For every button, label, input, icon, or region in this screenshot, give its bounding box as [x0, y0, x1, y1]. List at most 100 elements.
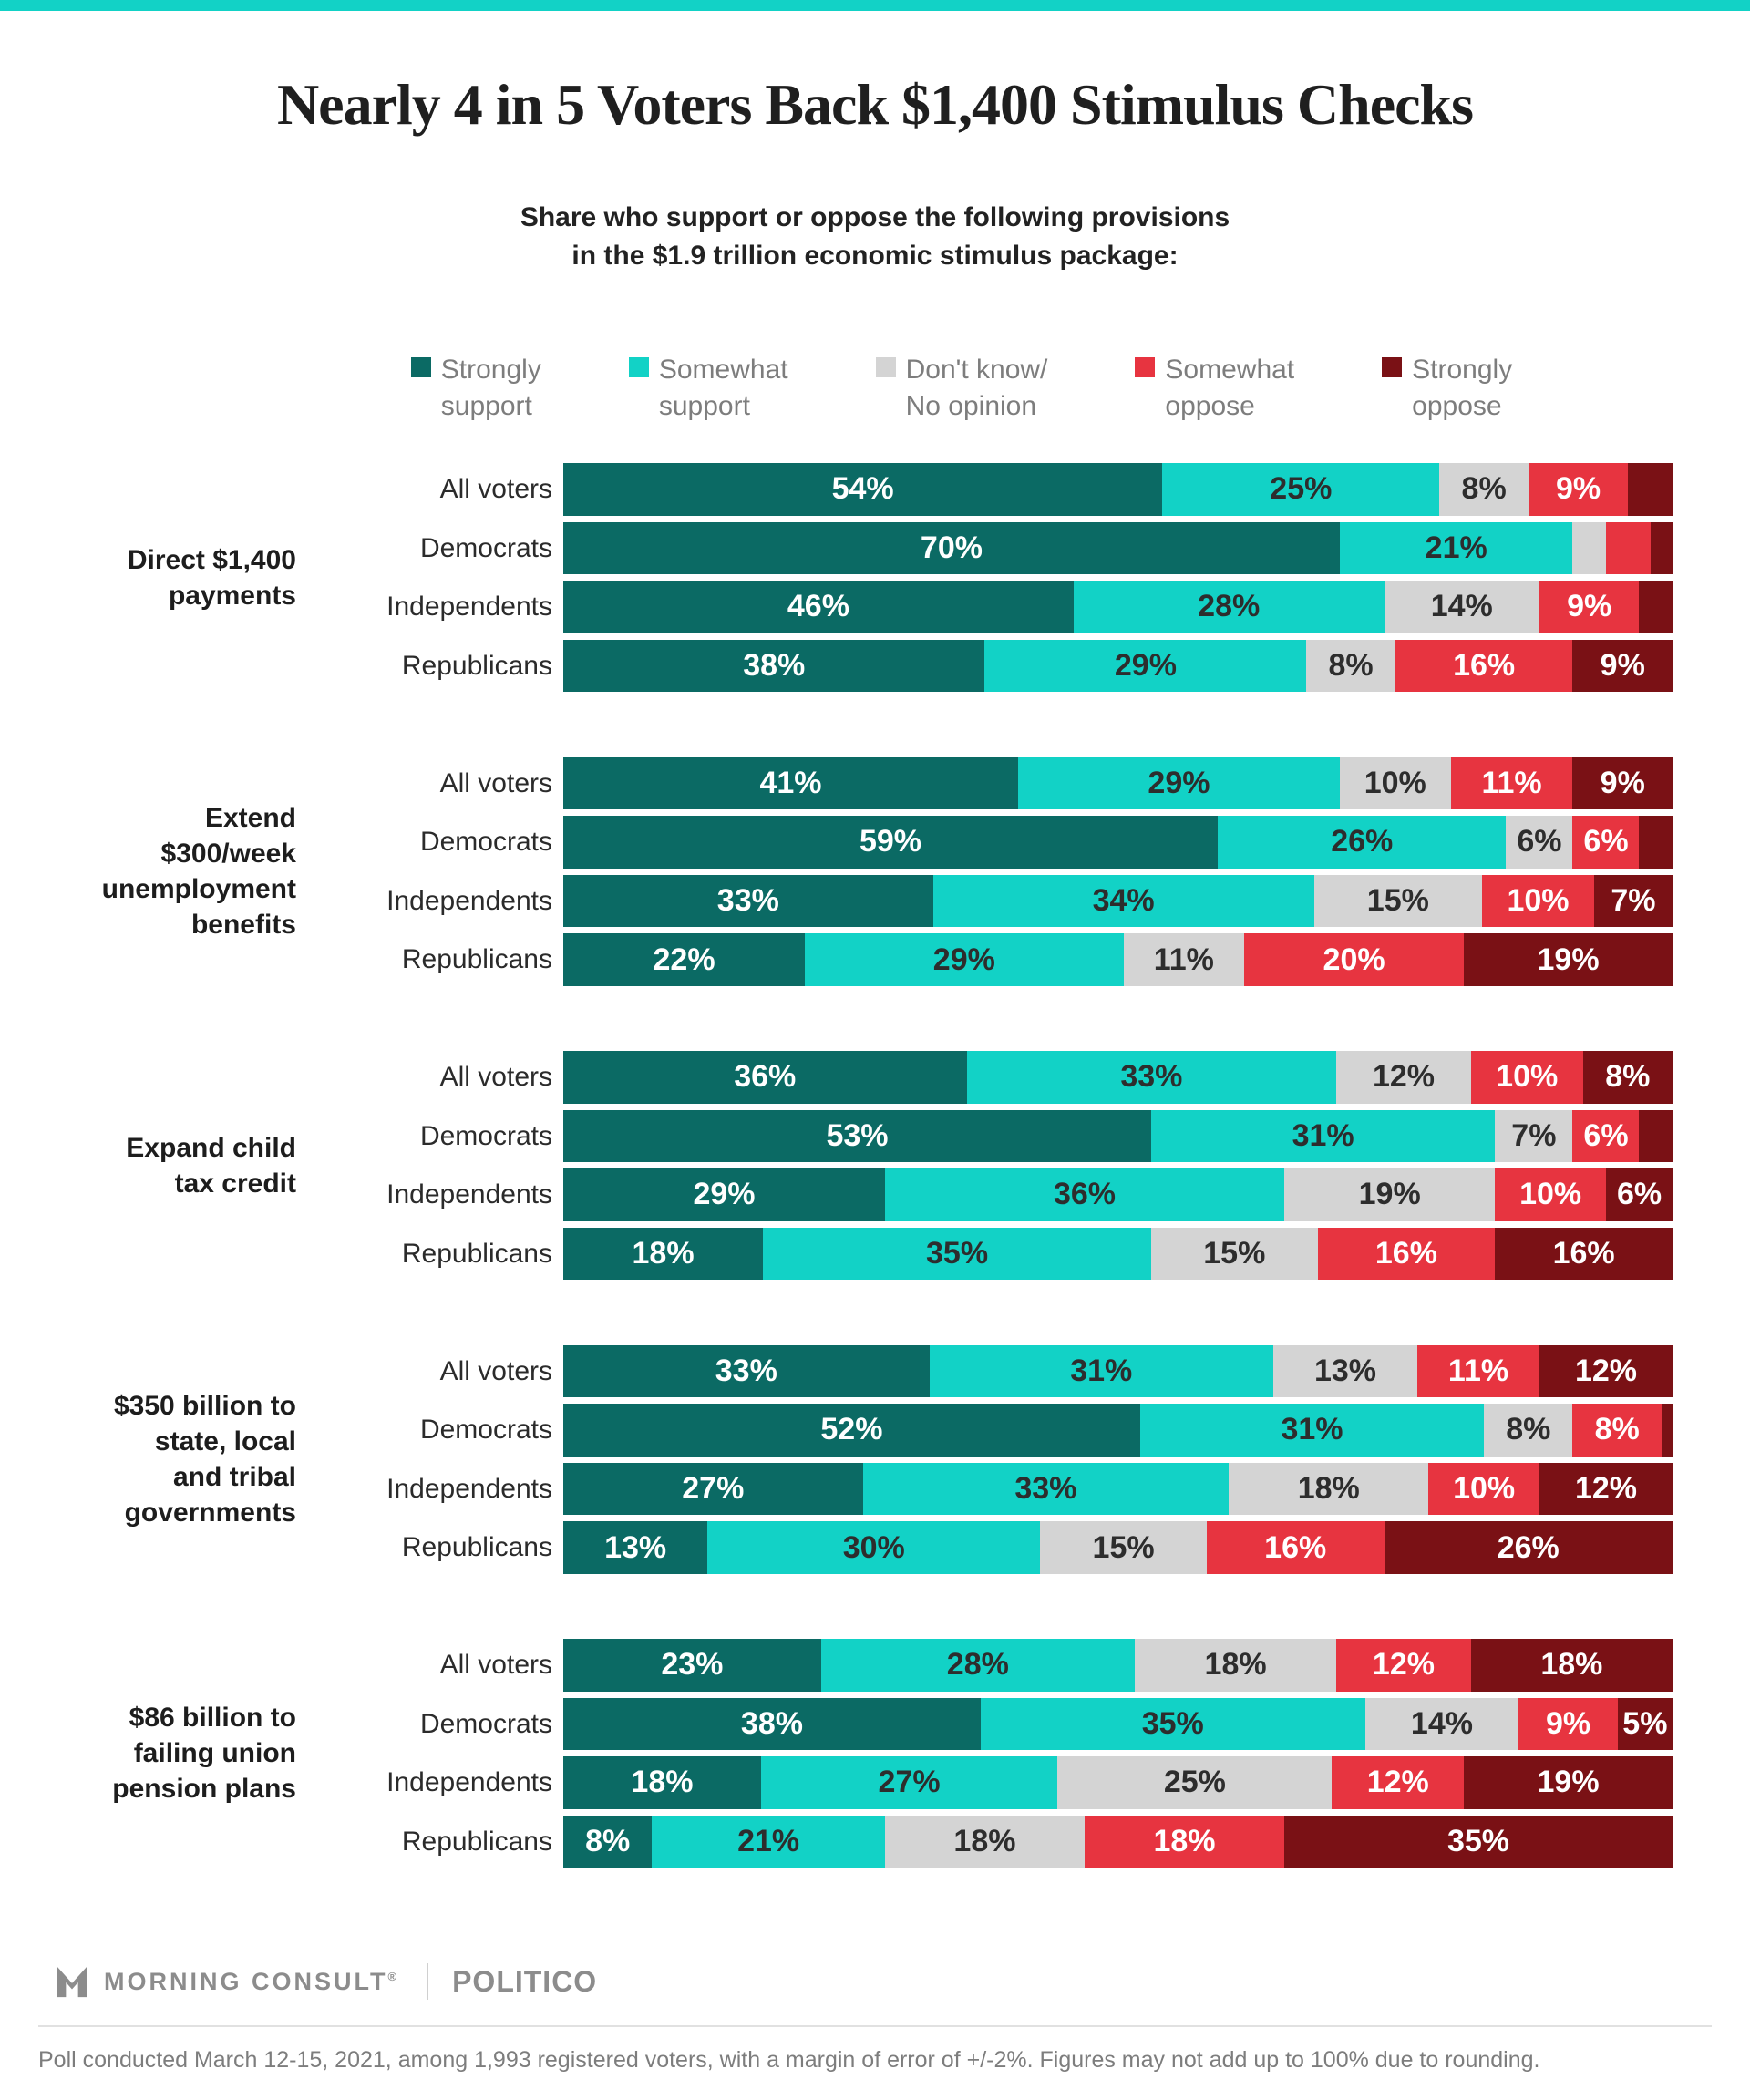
row-label-independents: Independents — [386, 592, 552, 623]
segment-value-label: 10% — [1507, 882, 1570, 918]
segment-value-label: 27% — [878, 1765, 941, 1800]
segment-value-label: 29% — [1148, 765, 1210, 800]
segment-value-label: 31% — [1070, 1353, 1133, 1388]
bar-segment-somewhat-support: 33% — [862, 1462, 1230, 1516]
bar-segment-don-t-know-no-opinion: 7% — [1495, 1109, 1573, 1163]
row-label-all-voters: All voters — [439, 474, 552, 504]
segment-value-label: 21% — [737, 1824, 800, 1859]
legend-swatch-icon — [1135, 357, 1156, 377]
segment-value-label: 19% — [1537, 942, 1600, 977]
segment-value-label: 6% — [1517, 824, 1562, 860]
bar-segment-don-t-know-no-opinion: 12% — [1336, 1051, 1471, 1104]
bar-segment-don-t-know-no-opinion: 25% — [1057, 1756, 1333, 1809]
bar-segment-somewhat-support: 27% — [760, 1756, 1058, 1809]
bar-segment-strongly-support: 18% — [563, 1756, 761, 1809]
segment-value-label: 13% — [604, 1529, 667, 1565]
brand-divider — [427, 1963, 429, 2000]
bar-segment-strongly-support: 23% — [563, 1639, 821, 1692]
row-label-democrats: Democrats — [419, 1120, 552, 1151]
stacked-bar: 70% 21% — [563, 521, 1673, 575]
bar-segment-strongly-oppose: 5% — [1617, 1697, 1673, 1751]
source-logos: MORNING CONSULT® POLITICO — [55, 1960, 597, 2003]
legend-item: Strongly oppose — [1382, 352, 1512, 425]
bar-segment-strongly-support: 38% — [563, 639, 985, 693]
segment-value-label: 16% — [1264, 1529, 1327, 1565]
chart-legend: Strongly support Somewhat support Don't know… — [173, 352, 1750, 425]
segment-value-label: 27% — [682, 1470, 745, 1506]
segment-value-label: 19% — [1358, 1177, 1421, 1212]
bar-segment-strongly-oppose: 26% — [1384, 1521, 1673, 1574]
bar-segment-somewhat-oppose: 16% — [1317, 1227, 1496, 1281]
bar-segment-strongly-support: 70% — [563, 521, 1340, 575]
bar-segment-strongly-support: 38% — [563, 1697, 981, 1751]
bar-segment-somewhat-support: 28% — [1073, 581, 1385, 633]
segment-value-label: 9% — [1600, 765, 1645, 800]
segment-value-label: 18% — [632, 1236, 695, 1271]
segment-value-label: 33% — [1014, 1470, 1077, 1506]
bar-segment-somewhat-oppose: 10% — [1495, 1168, 1606, 1221]
segment-value-label: 35% — [1446, 1824, 1510, 1859]
bar-segment-strongly-support: 53% — [563, 1109, 1152, 1163]
bar-segment-somewhat-oppose: 8% — [1572, 1404, 1662, 1457]
segment-value-label: 26% — [1497, 1529, 1560, 1565]
footer-divider — [38, 2025, 1712, 2027]
top-accent-bar — [0, 0, 1750, 11]
stacked-bar: 52% 31% 8% 8% — [563, 1404, 1673, 1457]
bar-segment-somewhat-oppose: 11% — [1417, 1344, 1539, 1397]
segment-value-label: 70% — [920, 530, 983, 565]
segment-value-label: 18% — [1204, 1647, 1267, 1683]
bar-segment-strongly-oppose: 16% — [1495, 1227, 1673, 1281]
row-label-independents: Independents — [386, 1767, 552, 1798]
row-label-all-voters: All voters — [439, 1355, 552, 1386]
segment-value-label: 8% — [1461, 471, 1507, 507]
group-label: $86 billion to failing union pension plans — [112, 1703, 296, 1805]
segment-value-label: 52% — [820, 1412, 883, 1447]
group-label: Direct $1,400 payments — [127, 544, 296, 611]
segment-value-label: 30% — [842, 1529, 905, 1565]
stacked-bar: 38% 29% 8% 16% 9% — [563, 639, 1673, 693]
bar-segment-don-t-know-no-opinion: 10% — [1339, 757, 1451, 809]
poll-footnote: Poll conducted March 12-15, 2021, among … — [38, 2047, 1540, 2073]
bar-segment-strongly-support: 33% — [563, 1344, 930, 1397]
bar-segment-somewhat-support: 29% — [805, 933, 1124, 986]
bar-segment-somewhat-support: 26% — [1218, 816, 1507, 869]
registered-mark: ® — [387, 1969, 400, 1983]
stacked-bar: 54% 25% 8% 9% — [563, 463, 1673, 516]
row-label-independents: Independents — [386, 1179, 552, 1210]
segment-value-label: 12% — [1574, 1470, 1638, 1506]
segment-value-label: 9% — [1545, 1705, 1591, 1741]
bar-segment-strongly-support: 54% — [563, 463, 1163, 516]
group-label: Extend $300/week unemployment benefits — [101, 803, 296, 941]
row-label-democrats: Democrats — [419, 532, 552, 563]
segment-value-label: 53% — [826, 1117, 889, 1153]
bar-segment-somewhat-support: 35% — [980, 1697, 1365, 1751]
stacked-bar: 33% 31% 13% 11% 12% — [563, 1344, 1673, 1397]
segment-value-label: 11% — [1153, 942, 1214, 977]
legend-item: Strongly support — [410, 352, 541, 425]
segment-value-label: 41% — [759, 765, 822, 800]
stacked-bar: 18% 27% 25% 12% 19% — [563, 1756, 1673, 1809]
bar-segment-don-t-know-no-opinion: 8% — [1439, 463, 1529, 516]
bar-segment-don-t-know-no-opinion: 18% — [1229, 1462, 1429, 1516]
bar-segment-somewhat-oppose: 10% — [1470, 1051, 1583, 1104]
bar-segment-strongly-oppose — [1661, 1404, 1673, 1457]
row-label-all-voters: All voters — [439, 767, 552, 798]
segment-value-label: 8% — [1328, 648, 1374, 684]
segment-value-label: 35% — [926, 1236, 989, 1271]
bar-segment-somewhat-oppose: 9% — [1528, 463, 1629, 516]
brand-morning-consult-text: MORNING CONSULT — [104, 1967, 388, 1995]
segment-value-label: 16% — [1552, 1236, 1615, 1271]
row-label-democrats: Democrats — [419, 827, 552, 858]
legend-item: Somewhat oppose — [1135, 352, 1294, 425]
bar-segment-somewhat-oppose: 12% — [1336, 1639, 1471, 1692]
bar-segment-strongly-oppose: 18% — [1470, 1639, 1673, 1692]
bar-segment-somewhat-support: 21% — [652, 1815, 885, 1868]
legend-item: Somewhat support — [628, 352, 788, 425]
bar-segment-strongly-oppose — [1639, 581, 1673, 633]
legend-label: Strongly oppose — [1412, 355, 1513, 421]
bar-segment-strongly-oppose — [1639, 816, 1673, 869]
segment-value-label: 19% — [1537, 1765, 1600, 1800]
row-label-democrats: Democrats — [419, 1415, 552, 1446]
bar-segment-don-t-know-no-opinion: 15% — [1040, 1521, 1207, 1574]
